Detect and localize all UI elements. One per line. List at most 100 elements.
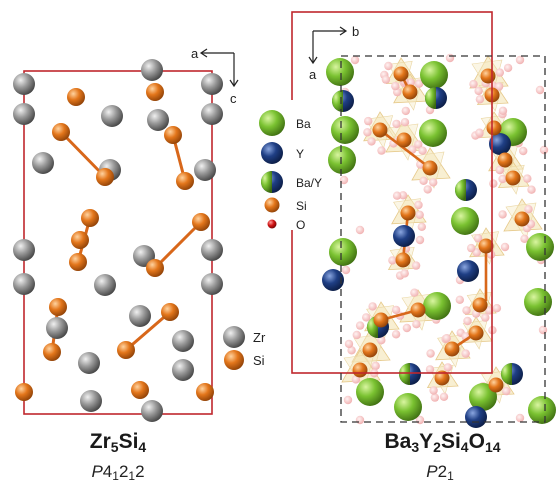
si-atom (49, 298, 67, 316)
left-compound-formula: Zr5Si4 (58, 430, 178, 455)
ba-atom (356, 378, 384, 406)
zr-atom (172, 330, 194, 352)
right-legend: Ba Y Ba/Y Si O (255, 100, 322, 232)
zr-atom (201, 273, 223, 295)
ba-atom (469, 383, 497, 411)
si-atom (196, 383, 214, 401)
zr-atom (129, 305, 151, 327)
si-atom (15, 383, 33, 401)
o-atom (415, 235, 425, 245)
right-formula-part: 3 (411, 439, 420, 455)
si-atom (478, 238, 494, 254)
left-space-group-part: 1 (128, 469, 136, 483)
o-atom (442, 334, 451, 343)
legend-item-bay: Ba/Y (261, 171, 322, 193)
ba-y-mixed-atom (332, 90, 354, 112)
legend-o-swatch (267, 219, 277, 229)
o-atom (392, 119, 401, 129)
si-atom (176, 172, 194, 190)
legend-si-right-swatch (264, 197, 280, 213)
si-atom (393, 66, 409, 82)
o-atom (515, 413, 525, 423)
ba-atom (419, 119, 447, 147)
zr-atom (141, 59, 163, 81)
left-legend: Zr Si (223, 326, 266, 370)
zr-atom (201, 103, 223, 125)
left-axis-c-label: c (230, 91, 237, 106)
o-atom (398, 191, 408, 200)
si-atom (486, 120, 502, 136)
o-atom (523, 174, 532, 183)
o-atom (339, 175, 349, 185)
o-atom (462, 306, 471, 315)
zr-atom (201, 73, 223, 95)
o-atom (498, 106, 508, 116)
si-atom (373, 312, 389, 328)
o-atom (364, 116, 373, 126)
o-atom (498, 174, 507, 184)
legend-si-swatch (224, 350, 244, 370)
si-atom (117, 341, 135, 359)
legend-ba-swatch (259, 110, 285, 136)
si-si-bond (378, 128, 432, 170)
si-atom (400, 205, 416, 221)
right-formula-part: Si (440, 430, 461, 453)
left-formula-part: Si (118, 430, 139, 453)
left-axis-a-label: a (191, 46, 199, 61)
right-formula-part: 2 (433, 439, 441, 455)
o-atom (469, 79, 478, 89)
o-atom (429, 178, 438, 187)
o-atom (350, 55, 360, 65)
ba-y-mixed-atom (425, 87, 447, 109)
left-formula-part: 5 (110, 439, 119, 455)
si-atom (164, 126, 182, 144)
ba-atom (526, 233, 554, 261)
left-formula-part: Zr (89, 430, 111, 453)
o-atom (367, 137, 376, 146)
zr-atom (172, 359, 194, 381)
si-atom (422, 160, 438, 176)
si-atom (131, 381, 149, 399)
right-formula-part: 14 (484, 439, 501, 455)
left-space-group-part: 1 (112, 469, 119, 483)
o-atom (391, 81, 400, 91)
o-atom (520, 234, 529, 243)
o-atom (467, 243, 476, 253)
y-atom (465, 406, 487, 428)
si-atom (96, 168, 114, 186)
zr-atom (194, 159, 216, 181)
zr-atom (13, 239, 35, 261)
legend-si-right-label: Si (296, 199, 307, 213)
o-atom (400, 269, 409, 278)
zr-atom (13, 273, 35, 295)
o-atom (355, 321, 365, 330)
o-atom (401, 106, 410, 116)
o-atom (527, 185, 536, 194)
o-atom (411, 261, 421, 270)
o-atom (419, 176, 428, 185)
o-atom (418, 146, 427, 155)
ba-atom (331, 116, 359, 144)
zr-atom (80, 390, 102, 412)
y-atom (393, 225, 415, 247)
ba-y-mixed-atom (399, 363, 421, 385)
o-atom (475, 128, 484, 137)
o-atom (384, 61, 393, 71)
ba-atom (328, 146, 356, 174)
right-axis-a-label: a (309, 67, 317, 82)
o-atom (414, 79, 424, 88)
si-atom (402, 84, 418, 100)
o-atom (489, 179, 498, 188)
legend-ba-label: Ba (296, 117, 311, 131)
left-atoms (13, 59, 223, 422)
o-atom (429, 386, 438, 395)
si-si-bond (124, 310, 172, 352)
si-atom (505, 170, 521, 186)
o-atom (344, 339, 354, 349)
legend-y-swatch (261, 142, 283, 164)
ba-atom (528, 396, 556, 424)
zr5si4-structure: a c Zr Si (13, 46, 266, 422)
si-atom (146, 259, 164, 277)
left-space-group-part: 2 (118, 462, 129, 481)
o-atom (502, 386, 511, 396)
